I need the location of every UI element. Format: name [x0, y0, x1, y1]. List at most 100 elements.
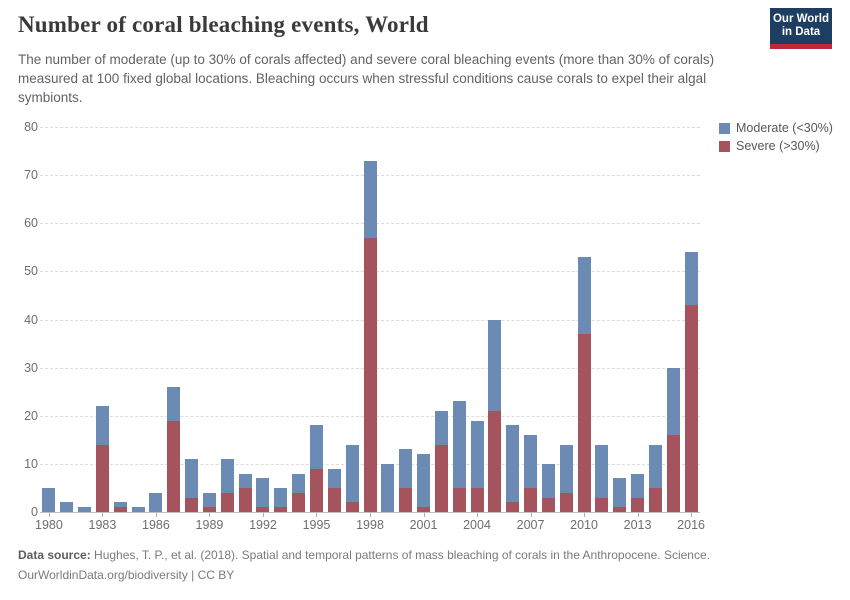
bar-segment-severe-2014[interactable]: [648, 487, 662, 512]
bar-segment-severe-2006[interactable]: [506, 502, 520, 512]
x-axis-tick-label: 1989: [195, 518, 224, 532]
bar-segment-moderate-2001[interactable]: [417, 454, 430, 508]
bar-segment-severe-2001[interactable]: [417, 507, 430, 512]
x-axis-tick-label: 2004: [463, 518, 491, 532]
x-axis-tick: [316, 513, 318, 517]
bar-segment-severe-1993[interactable]: [274, 507, 288, 512]
bar-segment-severe-2016[interactable]: [684, 305, 698, 512]
bar-segment-severe-2012[interactable]: [613, 507, 627, 512]
bar-segment-moderate-1991[interactable]: [238, 473, 252, 488]
license-line: OurWorldinData.org/biodiversity | CC BY: [18, 568, 235, 582]
bar-segment-severe-2002[interactable]: [434, 444, 448, 512]
bar-segment-moderate-1986[interactable]: [149, 492, 163, 512]
bar-segment-moderate-1993[interactable]: [274, 487, 288, 508]
legend-swatch-severe: [719, 140, 730, 152]
bar-segment-moderate-2016[interactable]: [684, 252, 698, 306]
bar-segment-moderate-1981[interactable]: [60, 502, 74, 512]
data-source-label: Data source:: [18, 548, 91, 562]
legend-swatch-moderate: [719, 122, 730, 134]
bar-segment-severe-1991[interactable]: [238, 487, 252, 512]
bar-segment-moderate-1999[interactable]: [381, 463, 395, 512]
bar-segment-moderate-2002[interactable]: [434, 410, 448, 445]
legend-item-moderate[interactable]: Moderate (<30%): [719, 121, 833, 135]
bar-segment-moderate-2006[interactable]: [506, 425, 520, 503]
bar-segment-severe-2003[interactable]: [452, 487, 466, 512]
bar-segment-moderate-2010[interactable]: [577, 256, 591, 334]
x-axis-tick: [155, 513, 157, 517]
bar-segment-moderate-1994[interactable]: [292, 473, 306, 493]
bar-segment-severe-1984[interactable]: [113, 507, 127, 512]
bar-segment-severe-2013[interactable]: [631, 497, 645, 512]
bar-segment-moderate-1985[interactable]: [131, 507, 145, 512]
x-axis-tick: [530, 513, 532, 517]
bar-segment-moderate-1990[interactable]: [220, 459, 234, 493]
bar-segment-moderate-2014[interactable]: [648, 444, 662, 488]
x-axis-tick: [584, 513, 586, 517]
bar-segment-moderate-2012[interactable]: [613, 478, 627, 508]
bar-segment-moderate-1983[interactable]: [95, 406, 109, 445]
bar-segment-severe-1987[interactable]: [167, 420, 181, 512]
bar-segment-moderate-2009[interactable]: [559, 444, 573, 493]
bar-segment-moderate-1995[interactable]: [309, 425, 323, 469]
bar-segment-severe-2007[interactable]: [524, 487, 538, 512]
bar-segment-severe-1990[interactable]: [220, 492, 234, 512]
bar-segment-severe-2015[interactable]: [666, 435, 680, 512]
chart-footer: Data source: Hughes, T. P., et al. (2018…: [18, 545, 710, 585]
bar-segment-severe-2011[interactable]: [595, 497, 609, 512]
bar-segment-moderate-1997[interactable]: [345, 444, 359, 503]
bar-segment-moderate-1998[interactable]: [363, 160, 377, 238]
bar-segment-severe-1994[interactable]: [292, 492, 306, 512]
bar-segment-moderate-2005[interactable]: [488, 319, 502, 411]
bar-segment-severe-1995[interactable]: [309, 468, 323, 512]
bar-segment-severe-1989[interactable]: [202, 507, 216, 512]
bar-segment-moderate-2003[interactable]: [452, 401, 466, 488]
owid-logo-line2: in Data: [781, 26, 821, 38]
x-axis-tick: [691, 513, 693, 517]
owid-logo[interactable]: Our World in Data: [770, 8, 832, 49]
bar-segment-moderate-2004[interactable]: [470, 420, 484, 488]
bar-segment-moderate-2013[interactable]: [631, 473, 645, 498]
bar-segment-severe-1998[interactable]: [363, 237, 377, 512]
x-axis-tick-label: 2010: [570, 518, 598, 532]
x-axis-tick-label: 1995: [302, 518, 331, 532]
x-axis-tick: [48, 513, 50, 517]
chart-legend: Moderate (<30%) Severe (>30%): [719, 121, 833, 157]
bar-segment-moderate-2011[interactable]: [595, 444, 609, 498]
bar-segment-moderate-1984[interactable]: [113, 502, 127, 508]
bar-segment-severe-2005[interactable]: [488, 410, 502, 512]
bar-segment-moderate-2000[interactable]: [399, 449, 413, 488]
bar-segment-moderate-1987[interactable]: [167, 386, 181, 421]
bar-segment-moderate-2008[interactable]: [541, 463, 555, 498]
bar-segment-severe-2009[interactable]: [559, 492, 573, 512]
y-axis-tick-label: 80: [24, 120, 38, 134]
owid-logo-line1: Our World: [772, 13, 829, 25]
bar-segment-moderate-1982[interactable]: [78, 507, 92, 512]
x-axis-tick-label: 1986: [142, 518, 170, 532]
bar-segment-severe-1997[interactable]: [345, 502, 359, 512]
bar-segment-severe-1996[interactable]: [327, 487, 341, 512]
y-axis-tick-label: 20: [24, 408, 38, 423]
bar-segment-moderate-1996[interactable]: [327, 468, 341, 488]
bar-segment-moderate-2007[interactable]: [524, 435, 538, 488]
bar-segment-severe-1992[interactable]: [256, 507, 270, 512]
y-axis-tick-label: 40: [24, 312, 38, 327]
y-axis-tick-label: 10: [24, 456, 38, 471]
bar-segment-moderate-2015[interactable]: [666, 367, 680, 435]
bar-segment-moderate-1992[interactable]: [256, 478, 270, 508]
bar-segment-moderate-1989[interactable]: [202, 492, 216, 508]
y-axis-tick-label: 0: [31, 505, 38, 519]
y-axis-tick-label: 70: [24, 168, 38, 183]
bar-segment-severe-1988[interactable]: [185, 497, 199, 512]
bar-segment-moderate-1980[interactable]: [42, 487, 56, 512]
bar-segment-severe-2010[interactable]: [577, 333, 591, 512]
bar-segment-severe-2000[interactable]: [399, 487, 413, 512]
bar-segment-moderate-1988[interactable]: [185, 459, 199, 498]
legend-label-moderate: Moderate (<30%): [736, 121, 833, 135]
bar-segment-severe-2008[interactable]: [541, 497, 555, 512]
x-axis-tick: [477, 513, 479, 517]
bar-segment-severe-2004[interactable]: [470, 487, 484, 512]
legend-item-severe[interactable]: Severe (>30%): [719, 139, 833, 153]
bar-segment-severe-1983[interactable]: [95, 444, 109, 512]
